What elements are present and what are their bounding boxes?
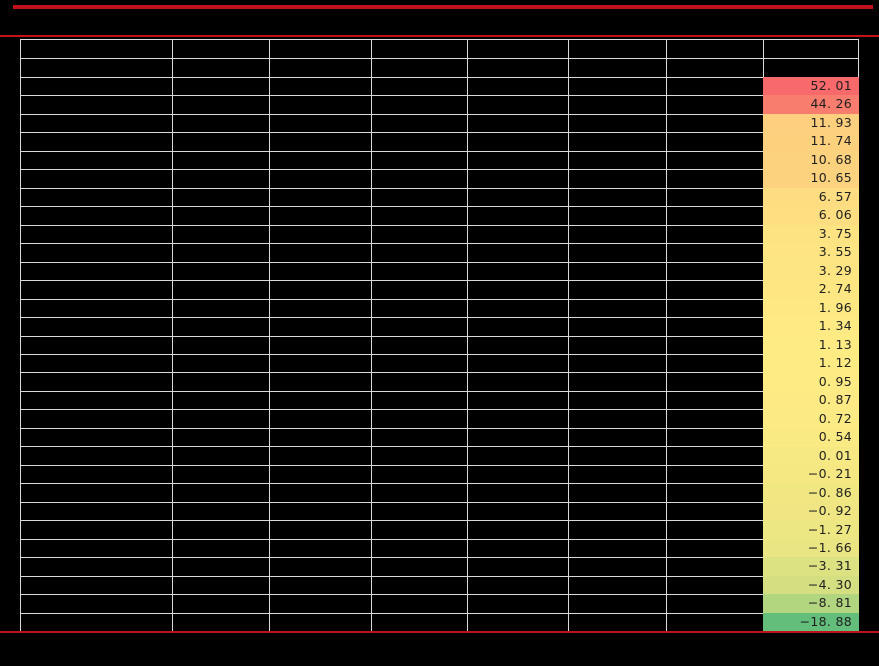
gridline-horizontal [21, 298, 858, 300]
value-cell[interactable]: 3. 75 [763, 224, 859, 244]
value-cell[interactable]: −0. 92 [763, 502, 859, 521]
gridline-horizontal [21, 520, 858, 522]
gridline-horizontal [21, 187, 858, 189]
value-cell[interactable]: 1. 34 [763, 317, 859, 336]
value-cell[interactable]: 0. 01 [763, 446, 859, 466]
bottom-red-rule [0, 630, 879, 634]
gridline-horizontal [21, 390, 858, 392]
gridline-horizontal [21, 353, 858, 355]
value-cell[interactable]: −3. 31 [763, 557, 859, 576]
value-cell[interactable]: 1. 12 [763, 354, 859, 373]
gridline-horizontal [21, 575, 858, 577]
gridline-horizontal [21, 335, 858, 337]
value-cell[interactable]: 3. 55 [763, 243, 859, 262]
gridline-horizontal [21, 261, 858, 263]
gridline-horizontal [21, 132, 858, 134]
gridline-horizontal [21, 557, 858, 559]
value-cell[interactable]: 11. 93 [763, 113, 859, 133]
value-cell[interactable]: −1. 27 [763, 520, 859, 539]
value-cell[interactable]: 1. 13 [763, 335, 859, 355]
gridline-horizontal [21, 372, 858, 374]
gridline-horizontal [21, 427, 858, 429]
value-cell[interactable]: 6. 06 [763, 206, 859, 225]
value-cell[interactable]: −0. 21 [763, 465, 859, 484]
value-cell[interactable]: −4. 30 [763, 575, 859, 595]
gridline-horizontal [21, 58, 858, 60]
gridline-horizontal [21, 501, 858, 503]
gridline-horizontal [21, 150, 858, 152]
value-cell[interactable]: 10. 65 [763, 169, 859, 188]
value-cell[interactable]: 1. 96 [763, 298, 859, 318]
value-cell[interactable]: 0. 87 [763, 391, 859, 410]
value-cell[interactable]: 0. 95 [763, 372, 859, 392]
value-cell[interactable]: −0. 86 [763, 483, 859, 503]
value-cell[interactable]: 0. 54 [763, 428, 859, 447]
gridline-horizontal [21, 243, 858, 245]
gridline-horizontal [21, 538, 858, 540]
gridline-horizontal [21, 280, 858, 282]
value-column: 52. 01 44. 26 11. 93 11. 74 10. 68 10. 65 6. 5… [763, 76, 859, 632]
gridline-horizontal [21, 464, 858, 466]
gridline-horizontal [21, 594, 858, 596]
gridline-horizontal [21, 169, 858, 171]
gridline-horizontal [21, 206, 858, 208]
value-cell[interactable]: −18. 88 [763, 612, 859, 632]
gridline-horizontal [21, 612, 858, 614]
value-cell[interactable]: 11. 74 [763, 132, 859, 151]
gridline-horizontal [21, 483, 858, 485]
value-cell[interactable]: −8. 81 [763, 594, 859, 613]
gridline-horizontal [21, 76, 858, 78]
gridline-horizontal [21, 446, 858, 448]
value-cell[interactable]: 52. 01 [763, 76, 859, 96]
value-cell[interactable]: 3. 29 [763, 261, 859, 281]
top-red-bar [13, 5, 873, 9]
gridline-horizontal [21, 113, 858, 115]
value-cell[interactable]: 0. 72 [763, 409, 859, 429]
gridline-horizontal [21, 95, 858, 97]
gridline-horizontal [21, 224, 858, 226]
gridline-horizontal [21, 317, 858, 319]
value-cell[interactable]: 6. 57 [763, 187, 859, 207]
data-table-grid[interactable] [20, 39, 859, 632]
gridline-horizontal [21, 409, 858, 411]
value-cell[interactable]: 44. 26 [763, 95, 859, 114]
value-cell[interactable]: −1. 66 [763, 539, 859, 558]
value-cell[interactable]: 10. 68 [763, 150, 859, 170]
value-cell[interactable]: 2. 74 [763, 280, 859, 299]
top-red-rule [0, 35, 879, 37]
